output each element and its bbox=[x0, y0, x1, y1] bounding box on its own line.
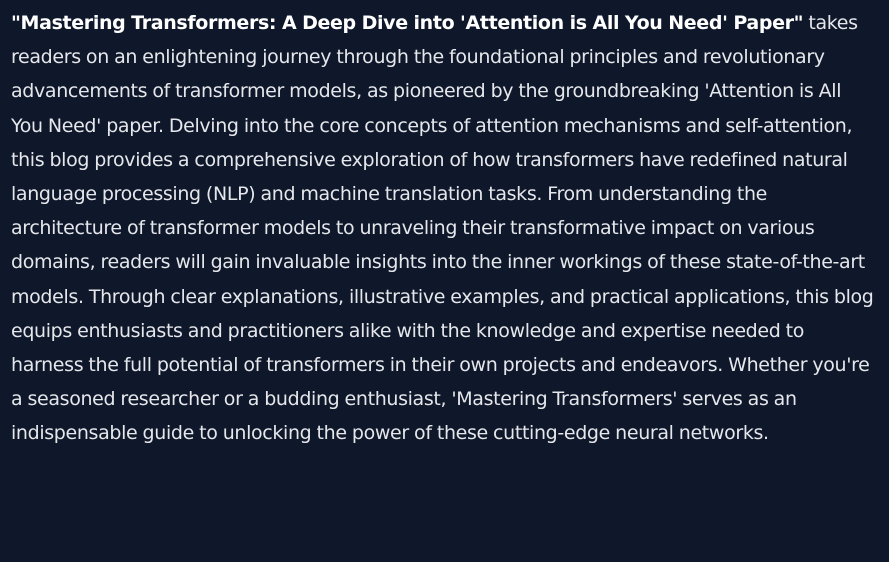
blog-title: "Mastering Transformers: A Deep Dive int… bbox=[11, 12, 804, 34]
blog-summary-paragraph: "Mastering Transformers: A Deep Dive int… bbox=[11, 6, 877, 451]
blog-body-text: takes readers on an enlightening journey… bbox=[11, 12, 874, 445]
